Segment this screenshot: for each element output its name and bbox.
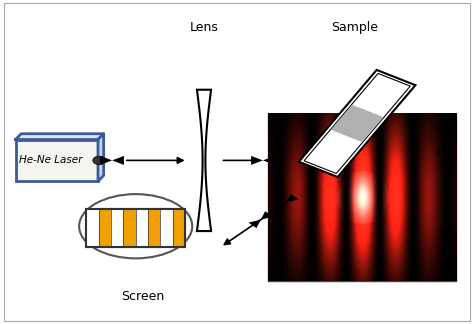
Bar	[99, 209, 111, 247]
Polygon shape	[197, 90, 211, 231]
Bar	[268, 114, 456, 281]
Bar	[111, 209, 123, 247]
Text: He-Ne Laser: He-Ne Laser	[19, 156, 82, 165]
Bar	[86, 209, 185, 247]
Polygon shape	[112, 156, 124, 165]
Polygon shape	[251, 156, 263, 165]
Polygon shape	[263, 156, 275, 165]
Bar	[304, 74, 410, 173]
Bar	[160, 209, 173, 247]
Text: Fringes: Fringes	[282, 43, 333, 56]
Circle shape	[93, 156, 105, 165]
Bar	[123, 209, 136, 247]
Bar	[299, 70, 415, 177]
Text: Screen: Screen	[121, 290, 164, 303]
Bar	[331, 105, 383, 142]
Text: Sample: Sample	[331, 21, 378, 34]
Bar	[136, 209, 148, 247]
Bar	[173, 209, 185, 247]
Polygon shape	[248, 220, 261, 228]
Bar	[16, 140, 98, 181]
Ellipse shape	[79, 194, 192, 258]
Text: 45°: 45°	[435, 148, 449, 157]
Polygon shape	[16, 134, 104, 140]
Bar	[86, 209, 185, 247]
Bar	[86, 209, 99, 247]
Polygon shape	[274, 202, 286, 211]
Polygon shape	[100, 156, 112, 165]
Text: Lens: Lens	[190, 21, 219, 34]
Bar	[148, 209, 160, 247]
Polygon shape	[98, 134, 104, 181]
Polygon shape	[286, 194, 299, 202]
Polygon shape	[261, 211, 273, 220]
